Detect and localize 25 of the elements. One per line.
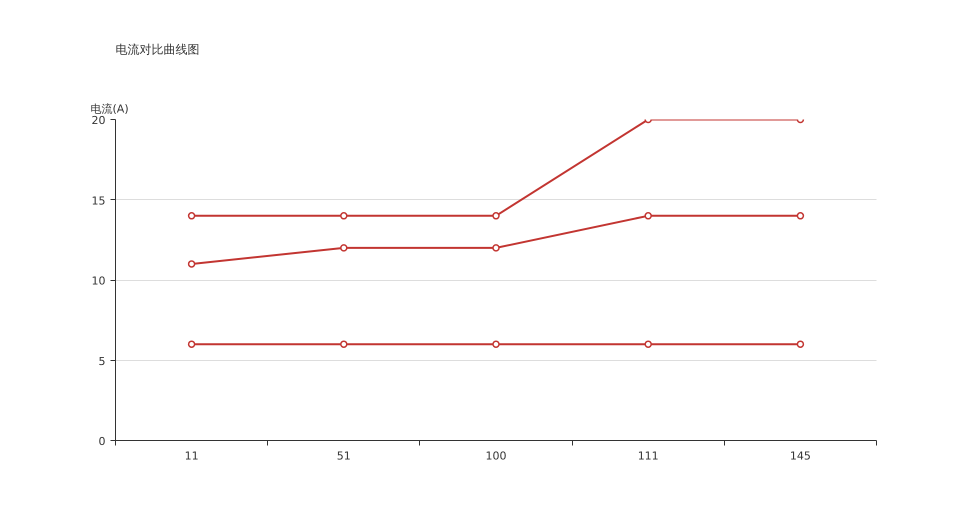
y-tick-label: 10 — [92, 274, 106, 288]
point — [644, 212, 652, 220]
chart-title: 电流对比曲线图 — [116, 42, 200, 56]
point — [340, 212, 348, 220]
y-tick-label: 0 — [98, 435, 106, 448]
point — [188, 212, 196, 220]
x-tick-label: 11 — [184, 450, 199, 462]
x-tick-label: 100 — [486, 450, 506, 462]
y-tick-label: 15 — [92, 194, 106, 208]
point — [340, 340, 348, 348]
point — [492, 340, 500, 348]
y-axis-title: 电流(A) — [90, 102, 129, 116]
point — [492, 244, 500, 252]
x-tick-label: 51 — [336, 450, 351, 462]
x-tick-label: 111 — [638, 450, 659, 462]
x-tick-label: 145 — [790, 450, 811, 462]
point — [492, 212, 500, 220]
point — [644, 340, 652, 348]
point — [796, 212, 804, 220]
point — [188, 340, 196, 348]
point — [796, 340, 804, 348]
y-tick-label: 20 — [92, 114, 106, 127]
point — [188, 260, 196, 268]
point — [340, 244, 348, 252]
y-tick-label: 5 — [98, 354, 106, 368]
